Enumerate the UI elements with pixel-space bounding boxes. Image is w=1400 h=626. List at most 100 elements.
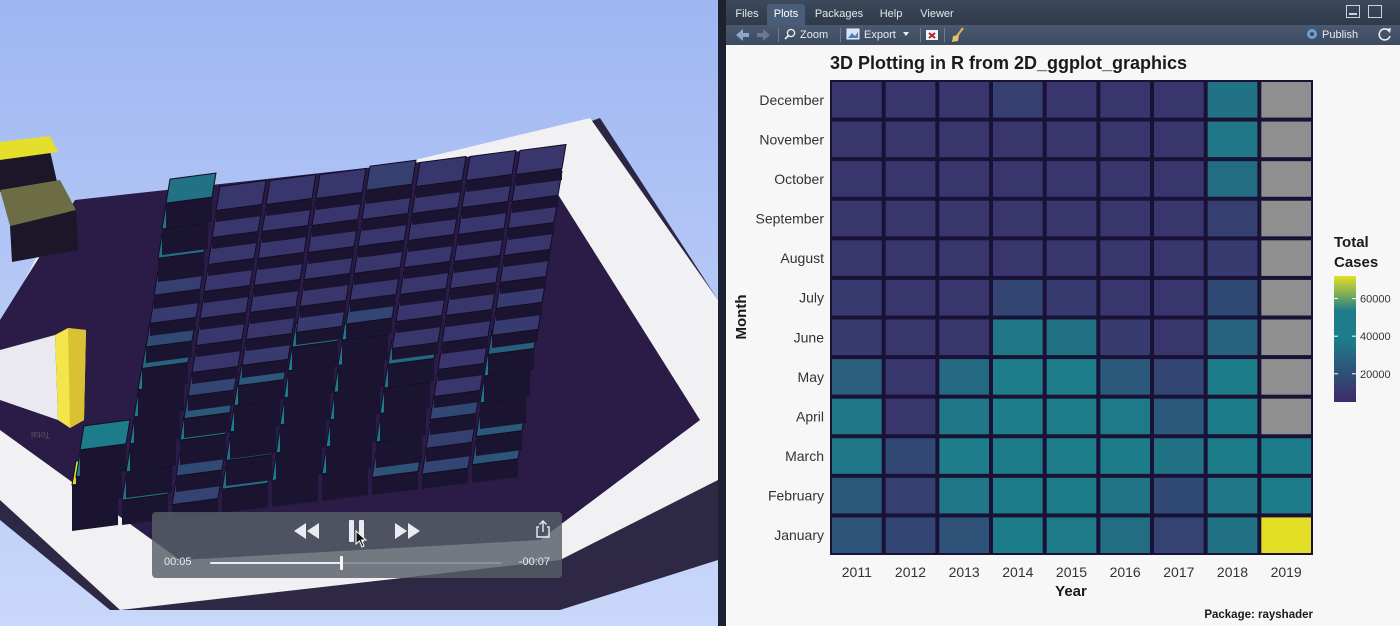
heatmap-cell-2016-february — [1100, 477, 1150, 514]
fast-forward-icon[interactable] — [394, 522, 422, 540]
heatmap-cell-2013-november — [939, 121, 989, 158]
share-icon[interactable] — [536, 520, 550, 538]
3d-bar-side — [216, 204, 262, 222]
remove-plot-icon[interactable] — [924, 26, 940, 44]
video-player[interactable]: Total 00:05 -00:07 — [0, 0, 718, 626]
heatmap-cell-2014-may — [993, 359, 1043, 395]
heatmap-cell-2014-august — [993, 240, 1043, 276]
heatmap-cell-2016-october — [1100, 161, 1150, 197]
y-tick-label: December — [759, 92, 824, 108]
scrub-bar[interactable] — [210, 556, 502, 570]
export-image-icon — [846, 28, 860, 40]
tab-packages[interactable]: Packages — [814, 8, 864, 20]
heatmap-cell-2013-august — [939, 240, 989, 276]
3d-bar-side — [134, 410, 180, 444]
3d-bar-side — [484, 370, 530, 402]
heatmap-cell-2017-september — [1154, 200, 1204, 237]
plot-viewer: 3D Plotting in R from 2D_ggplot_graphics… — [726, 45, 1400, 626]
heatmap-cell-2013-june — [939, 319, 989, 356]
3d-bar-side — [226, 454, 272, 486]
export-label: Export — [864, 29, 896, 41]
tab-viewer[interactable]: Viewer — [920, 8, 954, 20]
heatmap-cell-2017-august — [1154, 240, 1204, 276]
heatmap-cell-2017-march — [1154, 438, 1204, 474]
legend-tick-label: 20000 — [1360, 369, 1391, 381]
3d-bar-side — [76, 470, 122, 504]
heatmap-cell-2018-september — [1207, 200, 1258, 237]
3d-bar-side — [262, 225, 308, 243]
tab-help[interactable]: Help — [879, 8, 903, 20]
y-tick-label: July — [799, 290, 824, 306]
y-tick-label: August — [780, 250, 824, 266]
y-tick-label: March — [785, 448, 824, 464]
3d-bar-side — [500, 276, 546, 294]
3d-bar-top — [365, 159, 417, 191]
publish-button[interactable]: Publish — [1306, 26, 1368, 54]
3d-bar-side — [322, 467, 368, 501]
3d-bar-side — [334, 386, 380, 420]
export-button[interactable]: Export — [846, 26, 918, 44]
y-tick-label: May — [798, 369, 824, 385]
legend-title-line-2: Cases — [1334, 254, 1378, 271]
zoom-button[interactable]: Zoom — [784, 26, 840, 44]
3d-bar-side — [516, 168, 562, 186]
scrub-handle[interactable] — [340, 556, 344, 570]
3d-bar-side — [430, 413, 476, 435]
heatmap-cell-2011-september — [832, 200, 882, 237]
3d-bar-side — [354, 267, 400, 285]
heatmap-cell-2016-april — [1100, 398, 1150, 435]
minimize-pane-button[interactable] — [1346, 5, 1360, 18]
3d-bar-side — [434, 390, 480, 408]
heatmap-cell-2019-october — [1261, 161, 1311, 197]
3d-bar-side — [176, 470, 222, 492]
3d-bar-side — [166, 197, 212, 228]
heatmap-cell-2019-june — [1261, 319, 1311, 356]
heatmap-cell-2012-may — [885, 359, 936, 395]
maximize-pane-button[interactable] — [1368, 5, 1382, 18]
rewind-icon[interactable] — [292, 522, 320, 540]
heatmap-cell-2017-july — [1154, 279, 1204, 316]
heatmap-cell-2013-december — [939, 82, 989, 118]
heatmap-cell-2013-may — [939, 359, 989, 395]
heatmap-cell-2015-june — [1046, 319, 1097, 356]
3d-bar-top — [265, 173, 317, 206]
rayshader-3d-render: Total — [0, 118, 718, 610]
3d-bar-side — [184, 412, 230, 438]
video-controls: 00:05 -00:07 — [152, 512, 562, 578]
heatmap-cell-2019-july — [1261, 279, 1311, 316]
heatmap-cell-2012-march — [885, 438, 936, 474]
3d-bar-side — [312, 219, 358, 237]
heatmap-cell-2011-june — [832, 319, 882, 356]
heatmap-cell-2012-september — [885, 200, 936, 237]
heatmap-cell-2012-october — [885, 161, 936, 197]
forward-arrow-icon[interactable] — [756, 26, 772, 44]
3d-bar-side — [208, 258, 254, 276]
tab-plots[interactable]: Plots — [767, 4, 805, 25]
heatmap-cell-2013-february — [939, 477, 989, 514]
legend: Total Cases 20000 40000 60000 — [1334, 234, 1391, 402]
heatmap-cell-2019-november — [1261, 121, 1311, 158]
heatmap-cell-2016-july — [1100, 279, 1150, 316]
heatmap-cell-2014-november — [993, 121, 1043, 158]
3d-bar-side — [508, 222, 554, 240]
heatmap-cell-2019-may — [1261, 359, 1311, 395]
3d-bar-side — [250, 306, 296, 324]
plots-toolbar: Zoom Export Publish — [726, 25, 1400, 54]
x-tick-label: 2011 — [842, 564, 872, 580]
refresh-icon[interactable] — [1376, 26, 1394, 44]
x-tick-label: 2018 — [1217, 564, 1248, 580]
broom-clear-icon[interactable] — [950, 26, 966, 44]
3d-bar-side — [180, 434, 226, 465]
3d-bar-side — [400, 288, 446, 306]
3d-bar-side — [396, 315, 442, 333]
legend-colorbar — [1334, 276, 1356, 402]
heatmap-cell-2012-december — [885, 82, 936, 118]
back-arrow-icon[interactable] — [734, 26, 750, 44]
y-tick-label: September — [756, 211, 825, 227]
heatmap-cell-2012-july — [885, 279, 936, 316]
pane-divider[interactable] — [718, 0, 726, 626]
3d-bar-side — [254, 279, 300, 297]
tab-files[interactable]: Files — [735, 8, 759, 20]
heatmap-cell-2014-april — [993, 398, 1043, 435]
legend-title-line-1: Total — [1334, 234, 1369, 251]
